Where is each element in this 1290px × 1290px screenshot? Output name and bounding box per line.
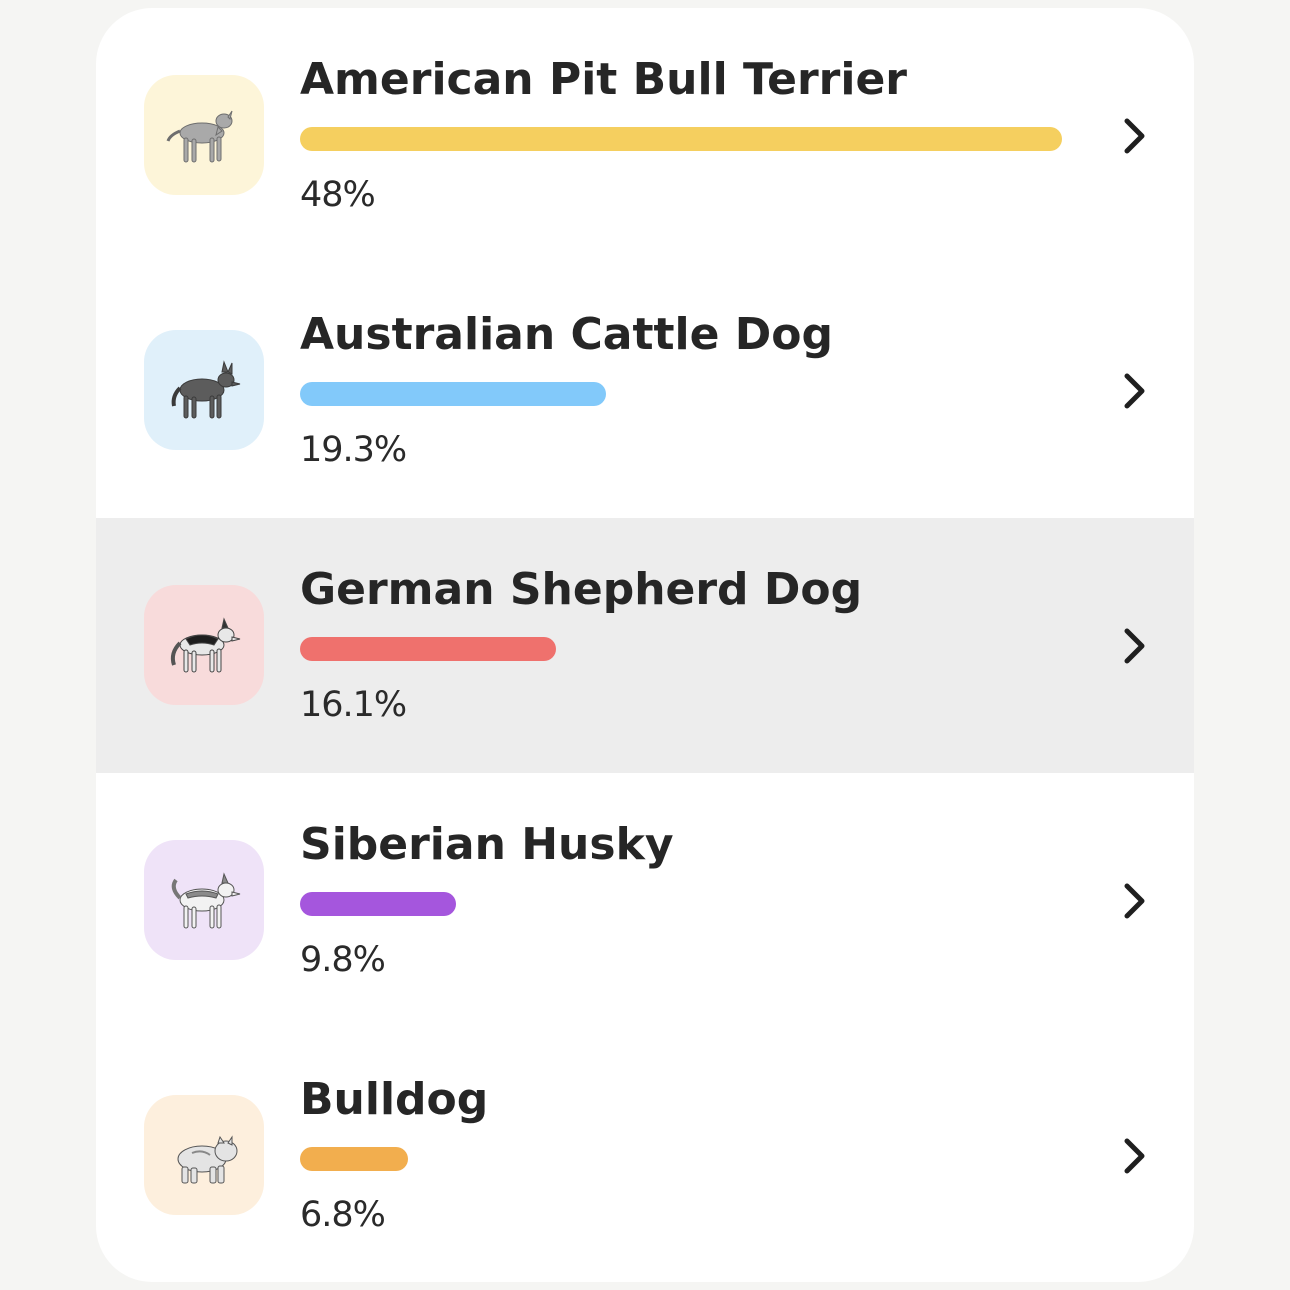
german-shepherd-icon xyxy=(170,617,241,673)
breed-percentage: 6.8% xyxy=(300,1195,386,1235)
chevron-right-icon[interactable] xyxy=(1112,114,1156,158)
breed-row-american-pit-bull-terrier[interactable]: American Pit Bull Terrier 48% xyxy=(96,8,1194,263)
breed-row-german-shepherd-dog[interactable]: German Shepherd Dog 16.1% xyxy=(96,518,1194,773)
breed-results-card: American Pit Bull Terrier 48% xyxy=(96,8,1194,1282)
chevron-right-icon[interactable] xyxy=(1112,624,1156,668)
breed-row-bulldog[interactable]: Bulldog 6.8% xyxy=(96,1028,1194,1282)
chevron-right-icon[interactable] xyxy=(1112,369,1156,413)
breed-percentage-bar xyxy=(300,127,1062,151)
chevron-right-icon[interactable] xyxy=(1112,1134,1156,1178)
cattle-dog-icon xyxy=(171,360,241,419)
breed-name: Australian Cattle Dog xyxy=(300,309,834,360)
breed-percentage: 9.8% xyxy=(300,940,386,980)
breed-percentage-bar xyxy=(300,382,606,406)
breed-percentage-bar xyxy=(300,637,556,661)
breed-name: Bulldog xyxy=(300,1074,489,1125)
breed-thumbnail xyxy=(144,585,264,705)
breed-percentage: 16.1% xyxy=(300,685,407,725)
breed-percentage: 19.3% xyxy=(300,430,407,470)
husky-icon xyxy=(171,872,241,929)
bulldog-icon xyxy=(177,1135,238,1184)
breed-name: American Pit Bull Terrier xyxy=(300,54,907,105)
breed-name: German Shepherd Dog xyxy=(300,564,863,615)
breed-name: Siberian Husky xyxy=(300,819,674,870)
breed-row-australian-cattle-dog[interactable]: Australian Cattle Dog 19.3% xyxy=(96,263,1194,518)
breed-row-siberian-husky[interactable]: Siberian Husky 9.8% xyxy=(96,773,1194,1028)
breed-thumbnail xyxy=(144,840,264,960)
chevron-right-icon[interactable] xyxy=(1112,879,1156,923)
breed-percentage-bar xyxy=(300,892,456,916)
pit-bull-icon xyxy=(166,110,233,163)
breed-percentage-bar xyxy=(300,1147,408,1171)
breed-thumbnail xyxy=(144,1095,264,1215)
breed-thumbnail xyxy=(144,75,264,195)
breed-percentage: 48% xyxy=(300,175,376,215)
breed-thumbnail xyxy=(144,330,264,450)
